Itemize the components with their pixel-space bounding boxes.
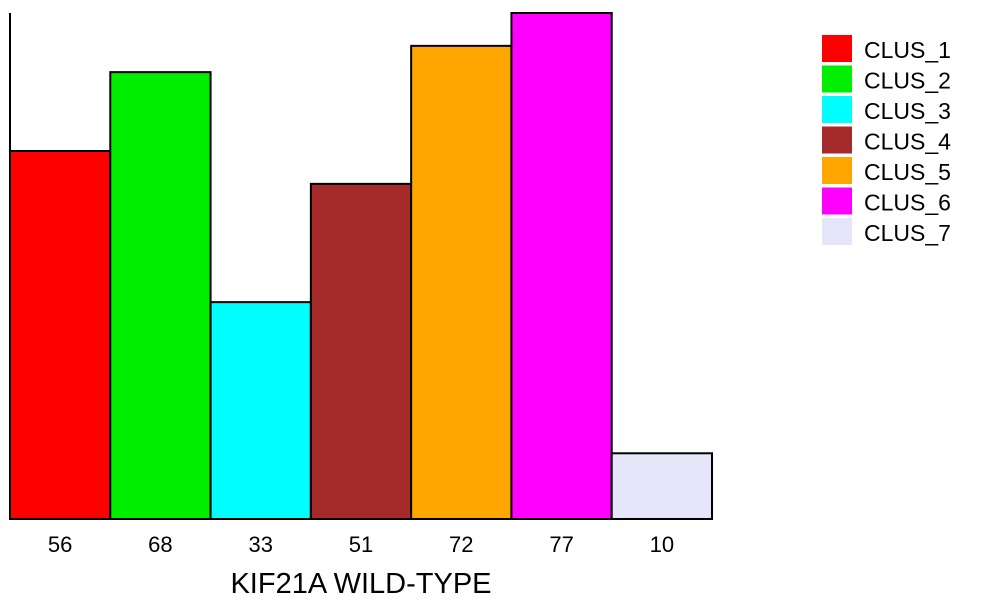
legend-label: CLUS_4 xyxy=(864,129,951,155)
legend-label: CLUS_6 xyxy=(864,190,951,216)
bar-clus-4 xyxy=(309,182,413,520)
bar-clus-1 xyxy=(9,150,112,520)
legend-swatch xyxy=(822,35,852,62)
x-tick-label: 56 xyxy=(48,532,72,557)
legend-swatch xyxy=(822,126,852,154)
legend-label: CLUS_7 xyxy=(864,220,951,246)
legend-label: CLUS_3 xyxy=(864,98,951,124)
legend-swatch xyxy=(822,65,852,93)
legend: CLUS_1 CLUS_2 CLUS_3 CLUS_4 CLUS_5 CLUS_6 CLUS… xyxy=(822,35,951,246)
bar-clus-2 xyxy=(109,71,212,521)
legend-swatch xyxy=(822,157,852,184)
bar-clus-3 xyxy=(209,301,312,520)
axes-layer xyxy=(9,13,712,520)
x-tick-label: 51 xyxy=(349,532,373,557)
x-axis-label: KIF21A WILD-TYPE xyxy=(230,568,491,600)
legend-label: CLUS_1 xyxy=(864,37,951,63)
x-tick-label: 72 xyxy=(449,532,473,557)
x-tick-label: 33 xyxy=(248,532,272,557)
x-tick-label: 68 xyxy=(148,532,172,557)
legend-label: CLUS_2 xyxy=(864,68,951,94)
bars-layer xyxy=(9,12,714,521)
x-tick-label: 77 xyxy=(549,532,573,557)
legend-swatch xyxy=(822,218,852,245)
legend-swatch xyxy=(822,96,852,123)
tick-labels: 56 68 33 51 72 77 10 xyxy=(48,532,674,557)
bar-clus-5 xyxy=(410,44,513,520)
x-tick-label: 10 xyxy=(650,532,674,557)
legend-label: CLUS_5 xyxy=(864,159,951,185)
legend-swatch xyxy=(822,187,852,215)
bar-clus-7 xyxy=(610,452,714,520)
bar-clus-6 xyxy=(510,12,613,520)
